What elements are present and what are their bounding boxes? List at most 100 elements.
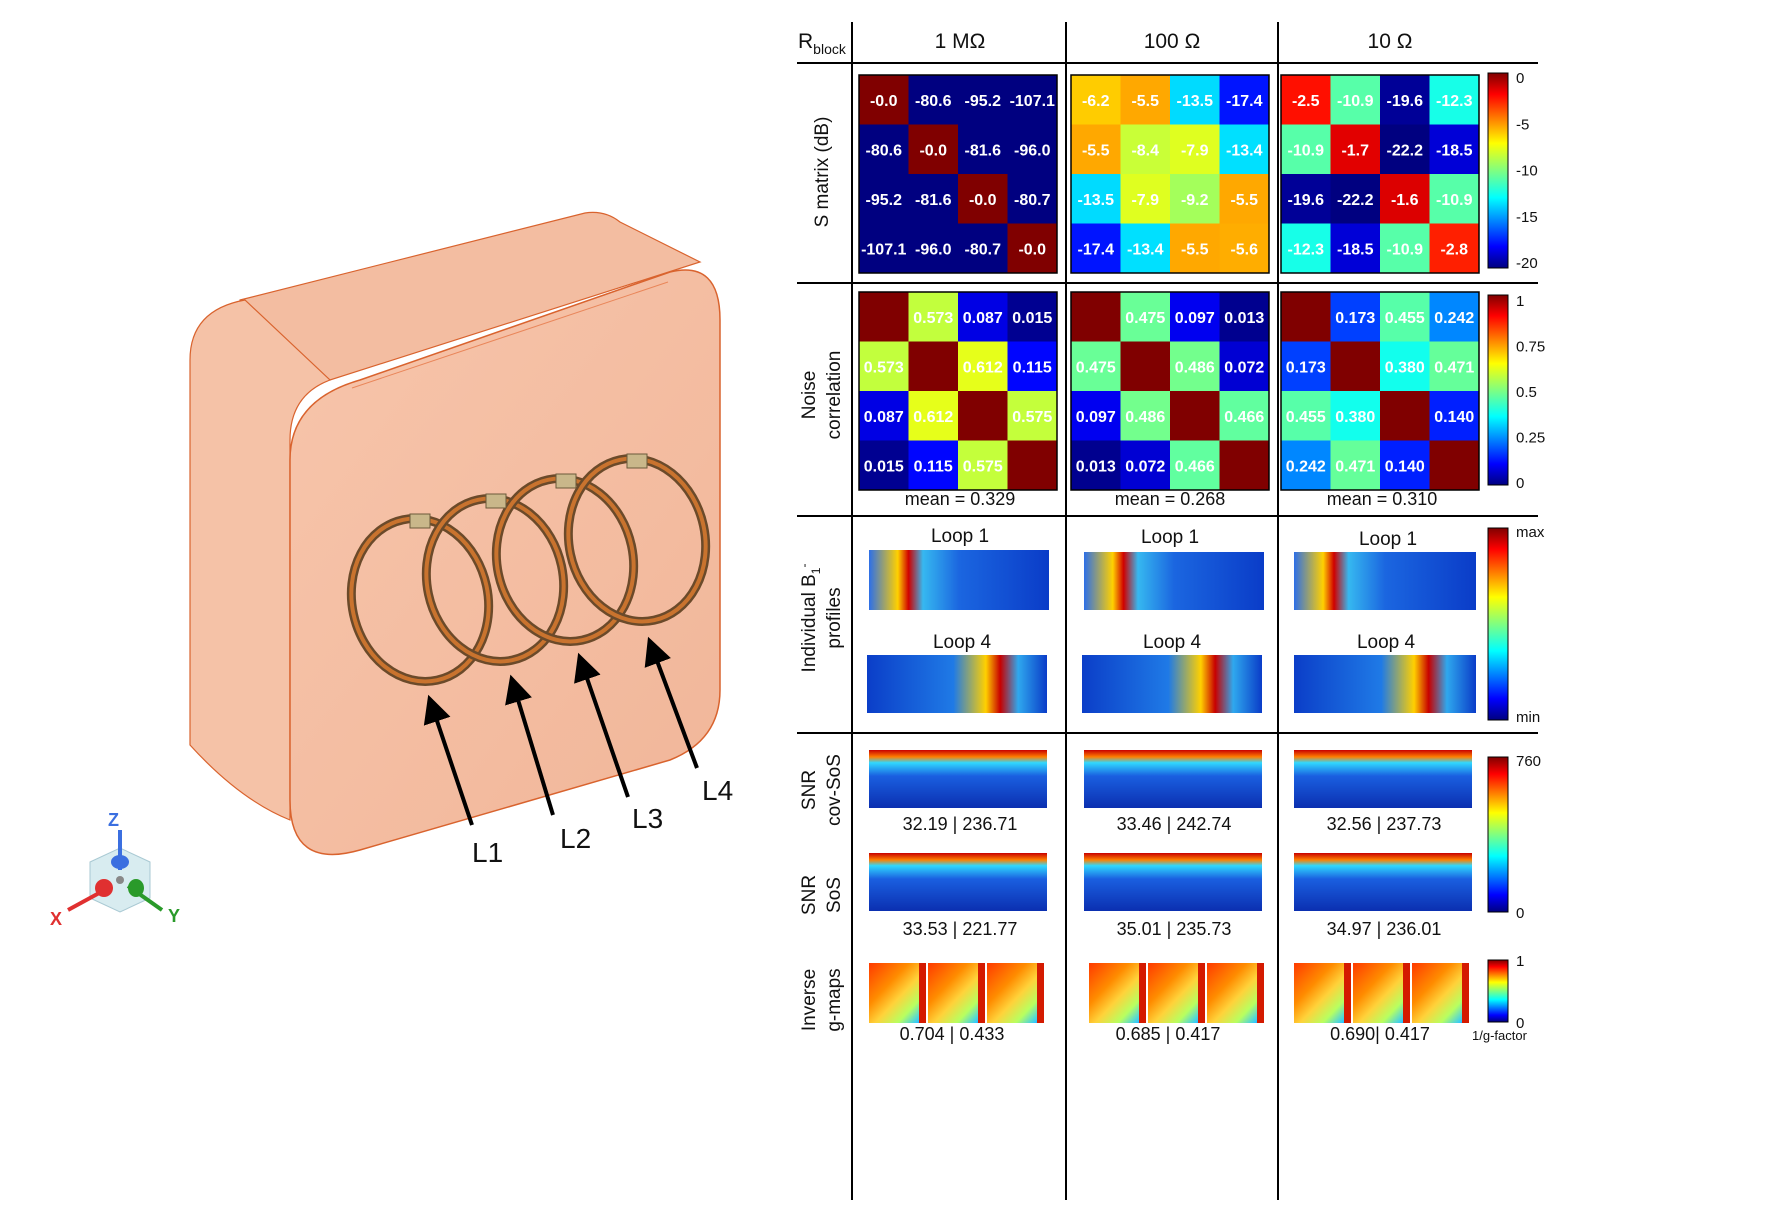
colorbar-tick-label: 0.75 xyxy=(1516,339,1545,356)
g-map-stripe xyxy=(1139,963,1146,1023)
noise-corr-value: 0.015 xyxy=(1012,310,1052,327)
noise-corr-value: 0.097 xyxy=(1175,310,1215,327)
g-map-stripe xyxy=(1037,963,1044,1023)
s-matrix-cell xyxy=(1007,223,1057,273)
noise-corr-cell xyxy=(1281,292,1331,342)
noise-corr-cell xyxy=(958,292,1008,342)
noise-corr-cell xyxy=(1281,391,1331,441)
noise-corr-cell xyxy=(1380,391,1430,441)
noise-corr-value: 0.013 xyxy=(1224,310,1264,327)
colorbar-noise-corr xyxy=(1487,294,1509,486)
s-matrix-value: -5.5 xyxy=(1131,93,1159,110)
g-map-stripe xyxy=(1257,963,1264,1023)
noise-corr-cell xyxy=(1281,341,1331,391)
s-matrix-cell xyxy=(1170,124,1220,174)
s-matrix-value: -9.2 xyxy=(1181,192,1209,209)
s-matrix-value: -17.4 xyxy=(1078,241,1115,258)
b1-map-loop4-1mohm xyxy=(867,655,1047,713)
colorbar-b1 xyxy=(1487,527,1509,721)
colorbar-snr xyxy=(1487,756,1509,913)
s-matrix-value: -13.5 xyxy=(1078,192,1115,209)
g-value-10ohm: 0.690| 0.417 xyxy=(1330,1024,1430,1044)
noise-corr-value: 0.475 xyxy=(1076,359,1116,376)
loop-label-l2: L2 xyxy=(560,823,591,854)
s-matrix-value: -17.4 xyxy=(1226,93,1263,110)
s-matrix-value: -0.0 xyxy=(919,142,947,159)
noise-corr-value: 0.072 xyxy=(1125,458,1165,475)
s-matrix-value: -13.5 xyxy=(1177,93,1214,110)
s-matrix-value: -22.2 xyxy=(1337,192,1374,209)
row-label-b1-base: Individual B xyxy=(799,574,820,672)
s-matrix-value: -10.9 xyxy=(1436,192,1473,209)
s-matrix-value: -19.6 xyxy=(1288,192,1325,209)
noise-corr-cell xyxy=(1071,391,1121,441)
s-matrix-value: -8.4 xyxy=(1131,142,1159,159)
row-label-snr-sos-2: SoS xyxy=(824,877,845,913)
s-matrix-value: -7.9 xyxy=(1181,142,1209,159)
s-matrix-cell xyxy=(1281,75,1331,125)
s-matrix-value: -81.6 xyxy=(915,192,952,209)
col-header-10ohm: 10 Ω xyxy=(1368,30,1413,53)
g-map-stripe xyxy=(1198,963,1205,1023)
b1-map-loop4-100ohm xyxy=(1082,655,1262,713)
snr-cov-value-100ohm: 33.46 | 242.74 xyxy=(1117,814,1232,834)
axis-label-z: Z xyxy=(108,810,119,830)
colorbar-tick-label: -5 xyxy=(1516,116,1529,133)
noise-corr-cell xyxy=(1170,391,1220,441)
noise-corr-frame xyxy=(858,291,1058,491)
s-matrix-cell xyxy=(1281,124,1331,174)
s-matrix-cell xyxy=(908,124,958,174)
s-matrix-value: -10.9 xyxy=(1288,142,1325,159)
row-label-b1-2: profiles xyxy=(824,587,845,648)
s-matrix-cell xyxy=(1330,75,1380,125)
s-matrix-cell xyxy=(1429,124,1479,174)
s-matrix-frame xyxy=(1280,74,1480,274)
noise-corr-cell xyxy=(1330,391,1380,441)
row-label-b1-sup: - xyxy=(797,564,811,568)
snr-sos-map-100ohm xyxy=(1084,853,1262,911)
noise-corr-value: 0.475 xyxy=(1125,310,1165,327)
noise-corr-value: 0.072 xyxy=(1224,359,1264,376)
noise-corr-value: 0.013 xyxy=(1076,458,1116,475)
snr-maps xyxy=(869,750,1472,911)
colorbar-ticks: 0 -5 -10 -15 -20 1 0.75 0.5 0.25 0 max min 760 0 1 0 xyxy=(1516,70,1545,1032)
colorbar-tick-label: max xyxy=(1516,524,1545,541)
g-map-tile xyxy=(928,963,985,1023)
noise-mean-1mohm: mean = 0.329 xyxy=(905,489,1016,509)
s-matrix-cell xyxy=(1120,174,1170,224)
noise-corr-value: 0.575 xyxy=(963,458,1003,475)
noise-mean-10ohm: mean = 0.310 xyxy=(1327,489,1438,509)
noise-corr-value: 0.140 xyxy=(1434,409,1474,426)
s-matrix-value: -0.0 xyxy=(969,192,997,209)
s-matrix-value: -5.5 xyxy=(1181,241,1209,258)
s-matrix-cell xyxy=(908,174,958,224)
noise-corr-value: 0.612 xyxy=(963,359,1003,376)
colorbar-tick-label: -20 xyxy=(1516,255,1538,272)
g-map-tile xyxy=(1207,963,1264,1023)
s-matrix-value: -19.6 xyxy=(1387,93,1424,110)
noise-corr-cell xyxy=(859,341,909,391)
s-matrix-cell xyxy=(1380,75,1430,125)
s-matrix-value: -6.2 xyxy=(1082,93,1110,110)
b1-caption-loop1-b: Loop 1 xyxy=(1141,527,1199,548)
axis-label-y: Y xyxy=(168,906,180,926)
s-matrix-value: -10.9 xyxy=(1387,241,1424,258)
table-grid xyxy=(797,22,1538,1200)
noise-corr-value: 0.486 xyxy=(1175,359,1215,376)
noise-corr-value: 0.380 xyxy=(1385,359,1425,376)
noise-correlation-heatmaps: 0.573 0.087 0.015 0.573 0.612 0.115 0.087 0.612… xyxy=(858,291,1480,491)
b1-map-loop1-10ohm xyxy=(1294,552,1476,610)
noise-corr-value: 0.097 xyxy=(1076,409,1116,426)
s-matrix-value: -2.5 xyxy=(1292,93,1320,110)
col-header-100ohm: 100 Ω xyxy=(1144,30,1201,53)
b1-map-loop4-10ohm xyxy=(1294,655,1476,713)
row-label-snr-sos-1: SNR xyxy=(799,875,820,915)
noise-corr-value: 0.115 xyxy=(1013,359,1052,376)
noise-corr-cell xyxy=(1071,440,1121,490)
s-matrix-value: -5.6 xyxy=(1230,241,1258,258)
noise-corr-cell xyxy=(859,440,909,490)
colorbar-tick-label: -15 xyxy=(1516,209,1538,226)
s-matrix-cell xyxy=(1330,174,1380,224)
corner-label: Rblock xyxy=(798,30,847,57)
s-matrix-cell xyxy=(1219,124,1269,174)
